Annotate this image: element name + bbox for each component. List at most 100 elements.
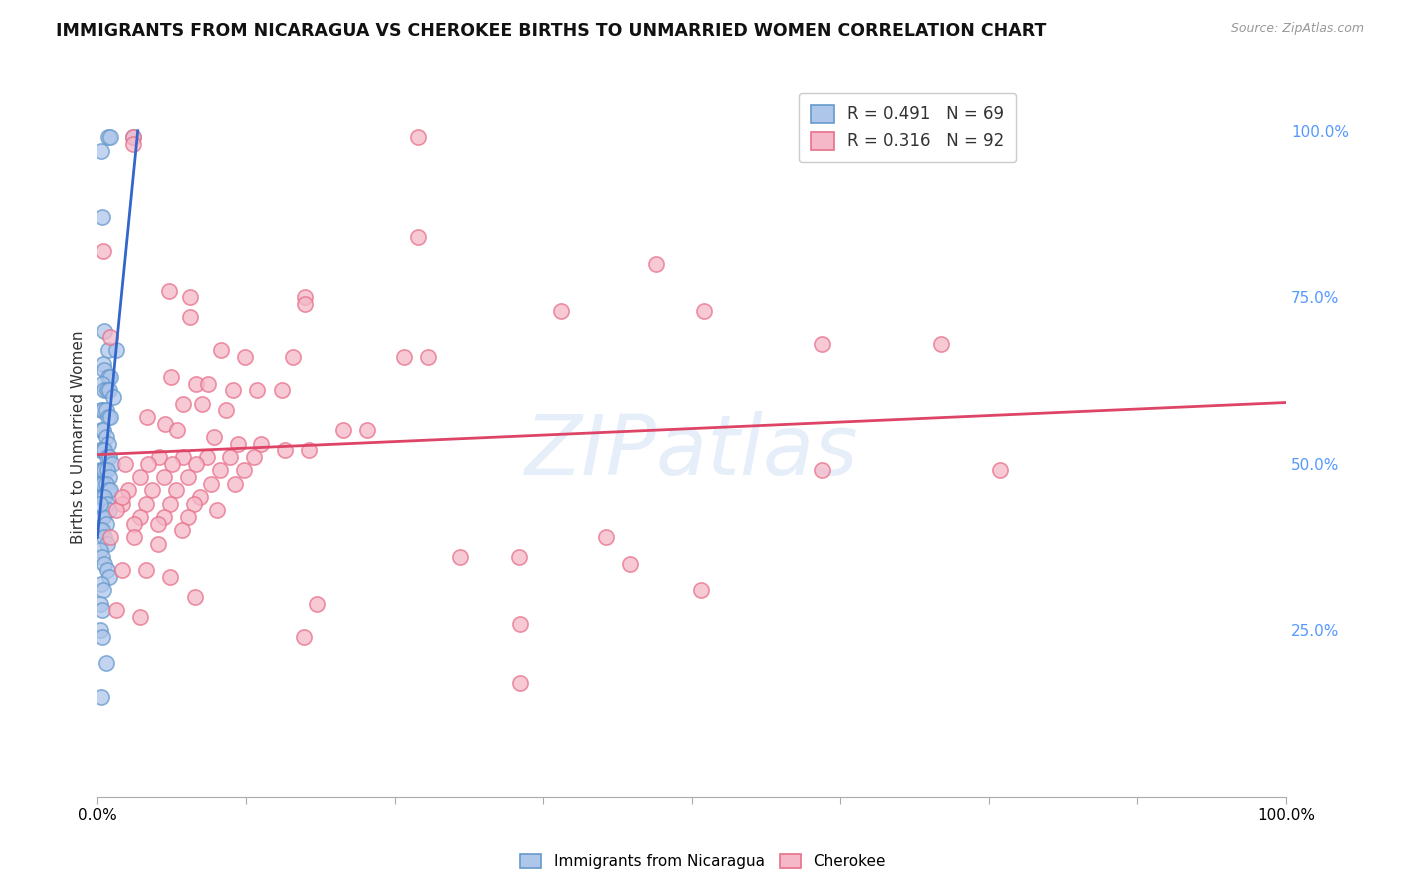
Point — [91, 244, 114, 258]
Point — [94, 430, 117, 444]
Point — [619, 557, 641, 571]
Point — [105, 343, 128, 358]
Point — [97, 343, 120, 358]
Point — [114, 457, 136, 471]
Point — [91, 476, 114, 491]
Point — [91, 357, 114, 371]
Point — [117, 483, 139, 498]
Point — [89, 490, 111, 504]
Point — [207, 503, 229, 517]
Point — [141, 483, 163, 498]
Point — [283, 350, 305, 364]
Text: ZIPatlas: ZIPatlas — [524, 411, 859, 492]
Point — [146, 516, 169, 531]
Point — [111, 490, 134, 504]
Point — [90, 144, 112, 158]
Point — [135, 497, 157, 511]
Point — [93, 490, 115, 504]
Point — [292, 630, 315, 644]
Point — [91, 463, 114, 477]
Point — [270, 384, 292, 398]
Point — [94, 516, 117, 531]
Point — [129, 470, 152, 484]
Point — [224, 476, 246, 491]
Point — [94, 657, 117, 671]
Point — [233, 350, 256, 364]
Point — [146, 536, 169, 550]
Point — [250, 436, 273, 450]
Point — [184, 457, 207, 471]
Point — [195, 450, 218, 464]
Point — [929, 336, 952, 351]
Point — [690, 583, 713, 598]
Point — [153, 510, 176, 524]
Point — [96, 450, 118, 464]
Point — [294, 297, 316, 311]
Point — [97, 130, 120, 145]
Point — [136, 410, 159, 425]
Point — [90, 576, 112, 591]
Point — [98, 450, 121, 464]
Point — [93, 530, 115, 544]
Point — [165, 483, 187, 498]
Point — [179, 290, 201, 304]
Point — [100, 330, 122, 344]
Point — [246, 384, 269, 398]
Legend: R = 0.491   N = 69, R = 0.316   N = 92: R = 0.491 N = 69, R = 0.316 N = 92 — [799, 93, 1017, 162]
Text: IMMIGRANTS FROM NICARAGUA VS CHEROKEE BIRTHS TO UNMARRIED WOMEN CORRELATION CHAR: IMMIGRANTS FROM NICARAGUA VS CHEROKEE BI… — [56, 22, 1046, 40]
Point — [94, 403, 117, 417]
Point — [219, 450, 242, 464]
Point — [160, 370, 183, 384]
Point — [98, 503, 121, 517]
Point — [129, 510, 152, 524]
Point — [98, 470, 121, 484]
Point — [298, 443, 321, 458]
Point — [101, 390, 124, 404]
Point — [96, 384, 118, 398]
Point — [184, 376, 207, 391]
Point — [191, 397, 214, 411]
Point — [509, 616, 531, 631]
Point — [122, 136, 145, 151]
Point — [811, 336, 834, 351]
Point — [97, 410, 120, 425]
Point — [153, 417, 176, 431]
Point — [93, 324, 115, 338]
Point — [98, 570, 121, 584]
Point — [90, 403, 112, 417]
Point — [172, 450, 194, 464]
Point — [122, 130, 145, 145]
Point — [96, 463, 118, 477]
Point — [550, 303, 572, 318]
Point — [91, 583, 114, 598]
Point — [93, 557, 115, 571]
Point — [93, 443, 115, 458]
Point — [100, 483, 122, 498]
Point — [170, 523, 193, 537]
Text: Source: ZipAtlas.com: Source: ZipAtlas.com — [1230, 22, 1364, 36]
Point — [332, 424, 354, 438]
Point — [274, 443, 297, 458]
Point — [159, 497, 181, 511]
Point — [93, 384, 115, 398]
Point — [692, 303, 714, 318]
Point — [159, 570, 181, 584]
Point — [122, 530, 145, 544]
Point — [148, 450, 170, 464]
Point — [91, 603, 114, 617]
Point — [96, 563, 118, 577]
Point — [392, 350, 415, 364]
Point — [100, 370, 122, 384]
Point — [89, 597, 111, 611]
Point — [138, 457, 160, 471]
Point — [97, 436, 120, 450]
Point — [166, 424, 188, 438]
Point — [179, 310, 201, 325]
Point — [222, 384, 245, 398]
Point — [197, 376, 219, 391]
Point — [98, 384, 121, 398]
Point — [100, 130, 122, 145]
Point — [93, 363, 115, 377]
Point — [176, 470, 198, 484]
Point — [91, 211, 114, 225]
